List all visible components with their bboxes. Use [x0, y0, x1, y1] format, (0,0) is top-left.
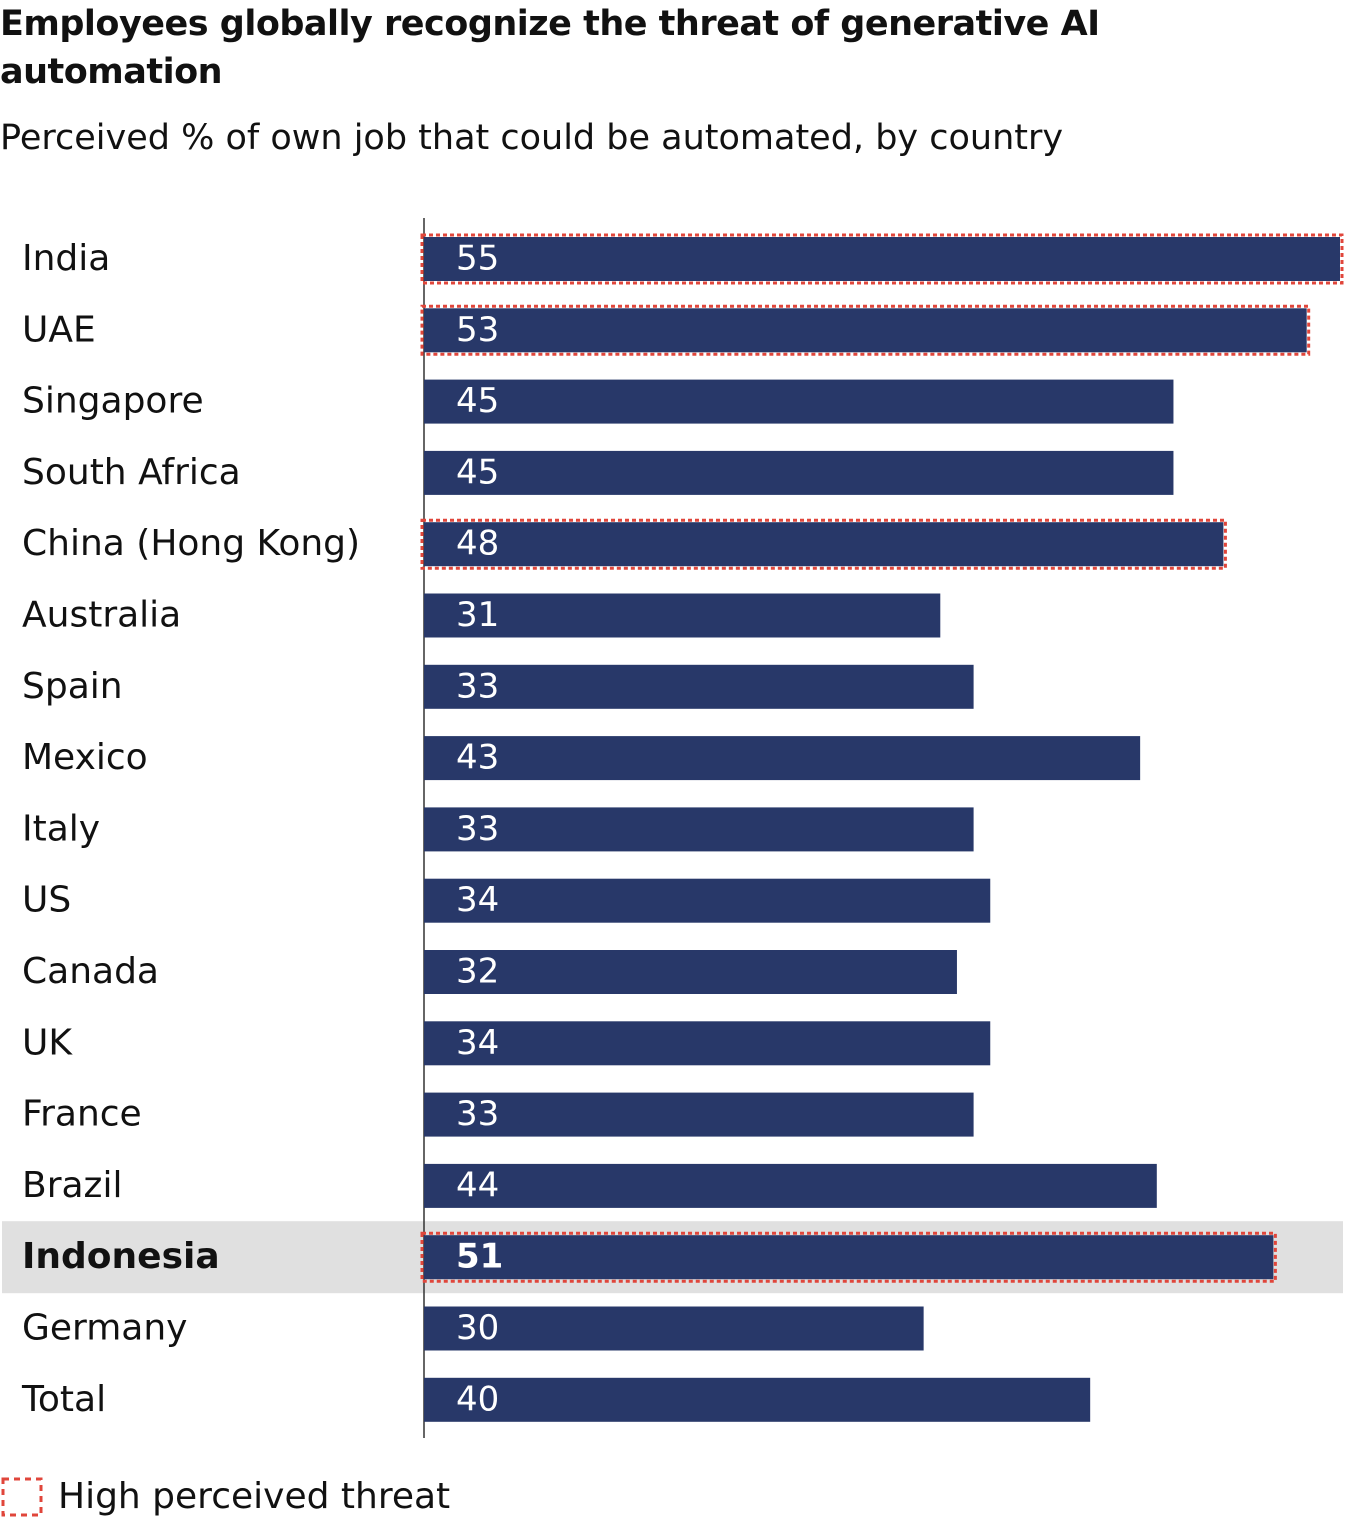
category-label: Brazil — [22, 1165, 122, 1206]
category-label: France — [22, 1094, 142, 1135]
category-label: India — [22, 238, 110, 279]
legend-swatch — [1, 1477, 43, 1517]
category-label: UK — [22, 1022, 73, 1063]
category-label: Canada — [22, 951, 159, 992]
value-label: 55 — [456, 239, 499, 279]
threat-outline — [420, 304, 1311, 356]
bar — [424, 308, 1307, 353]
bar — [424, 1163, 1157, 1208]
category-label: Indonesia — [22, 1236, 220, 1277]
value-label: 31 — [456, 595, 499, 635]
value-label: 30 — [456, 1308, 499, 1348]
bar — [424, 379, 1174, 424]
value-label: 33 — [456, 666, 499, 706]
bar — [424, 522, 1224, 567]
value-label: 53 — [456, 310, 499, 350]
bar — [424, 1377, 1091, 1422]
value-label: 33 — [456, 1094, 499, 1134]
category-label: Germany — [22, 1308, 187, 1349]
value-label: 43 — [456, 738, 499, 778]
bar — [424, 807, 974, 852]
bar — [424, 736, 1141, 781]
value-label: 34 — [456, 1023, 499, 1063]
category-label: South Africa — [22, 452, 241, 493]
chart-title: Employees globally recognize the threat … — [0, 4, 1100, 92]
category-label: Total — [21, 1379, 106, 1420]
value-label: 32 — [456, 952, 499, 992]
value-label: 40 — [456, 1379, 499, 1419]
threat-outline — [420, 1231, 1277, 1283]
category-label: Spain — [22, 666, 123, 707]
value-label: 33 — [456, 809, 499, 849]
bar — [424, 878, 991, 923]
category-label: China (Hong Kong) — [22, 523, 360, 564]
value-label: 44 — [456, 1165, 499, 1205]
threat-outline — [420, 233, 1344, 285]
chart-subtitle: Perceived % of own job that could be aut… — [0, 118, 1063, 158]
category-label: Mexico — [22, 737, 148, 778]
category-label: Singapore — [22, 381, 204, 422]
category-label: UAE — [22, 309, 96, 350]
bar — [424, 664, 974, 709]
bar — [424, 1306, 924, 1351]
bar — [424, 1021, 991, 1066]
bar — [424, 593, 941, 638]
value-label: 45 — [456, 381, 499, 421]
threat-outline — [420, 518, 1227, 570]
value-label: 34 — [456, 880, 499, 920]
bar — [424, 450, 1174, 495]
category-label: Australia — [22, 595, 181, 636]
bar — [424, 950, 957, 994]
value-label: 51 — [456, 1237, 503, 1277]
category-label: US — [22, 880, 71, 921]
legend-label: High perceived threat — [58, 1476, 450, 1517]
value-label: 45 — [456, 452, 499, 492]
bar — [424, 237, 1340, 281]
bar — [424, 1092, 974, 1137]
value-label: 48 — [456, 524, 499, 564]
category-label: Italy — [22, 808, 100, 849]
title-box: Employees globally recognize the threat … — [0, 4, 1100, 92]
bar — [424, 1235, 1274, 1280]
